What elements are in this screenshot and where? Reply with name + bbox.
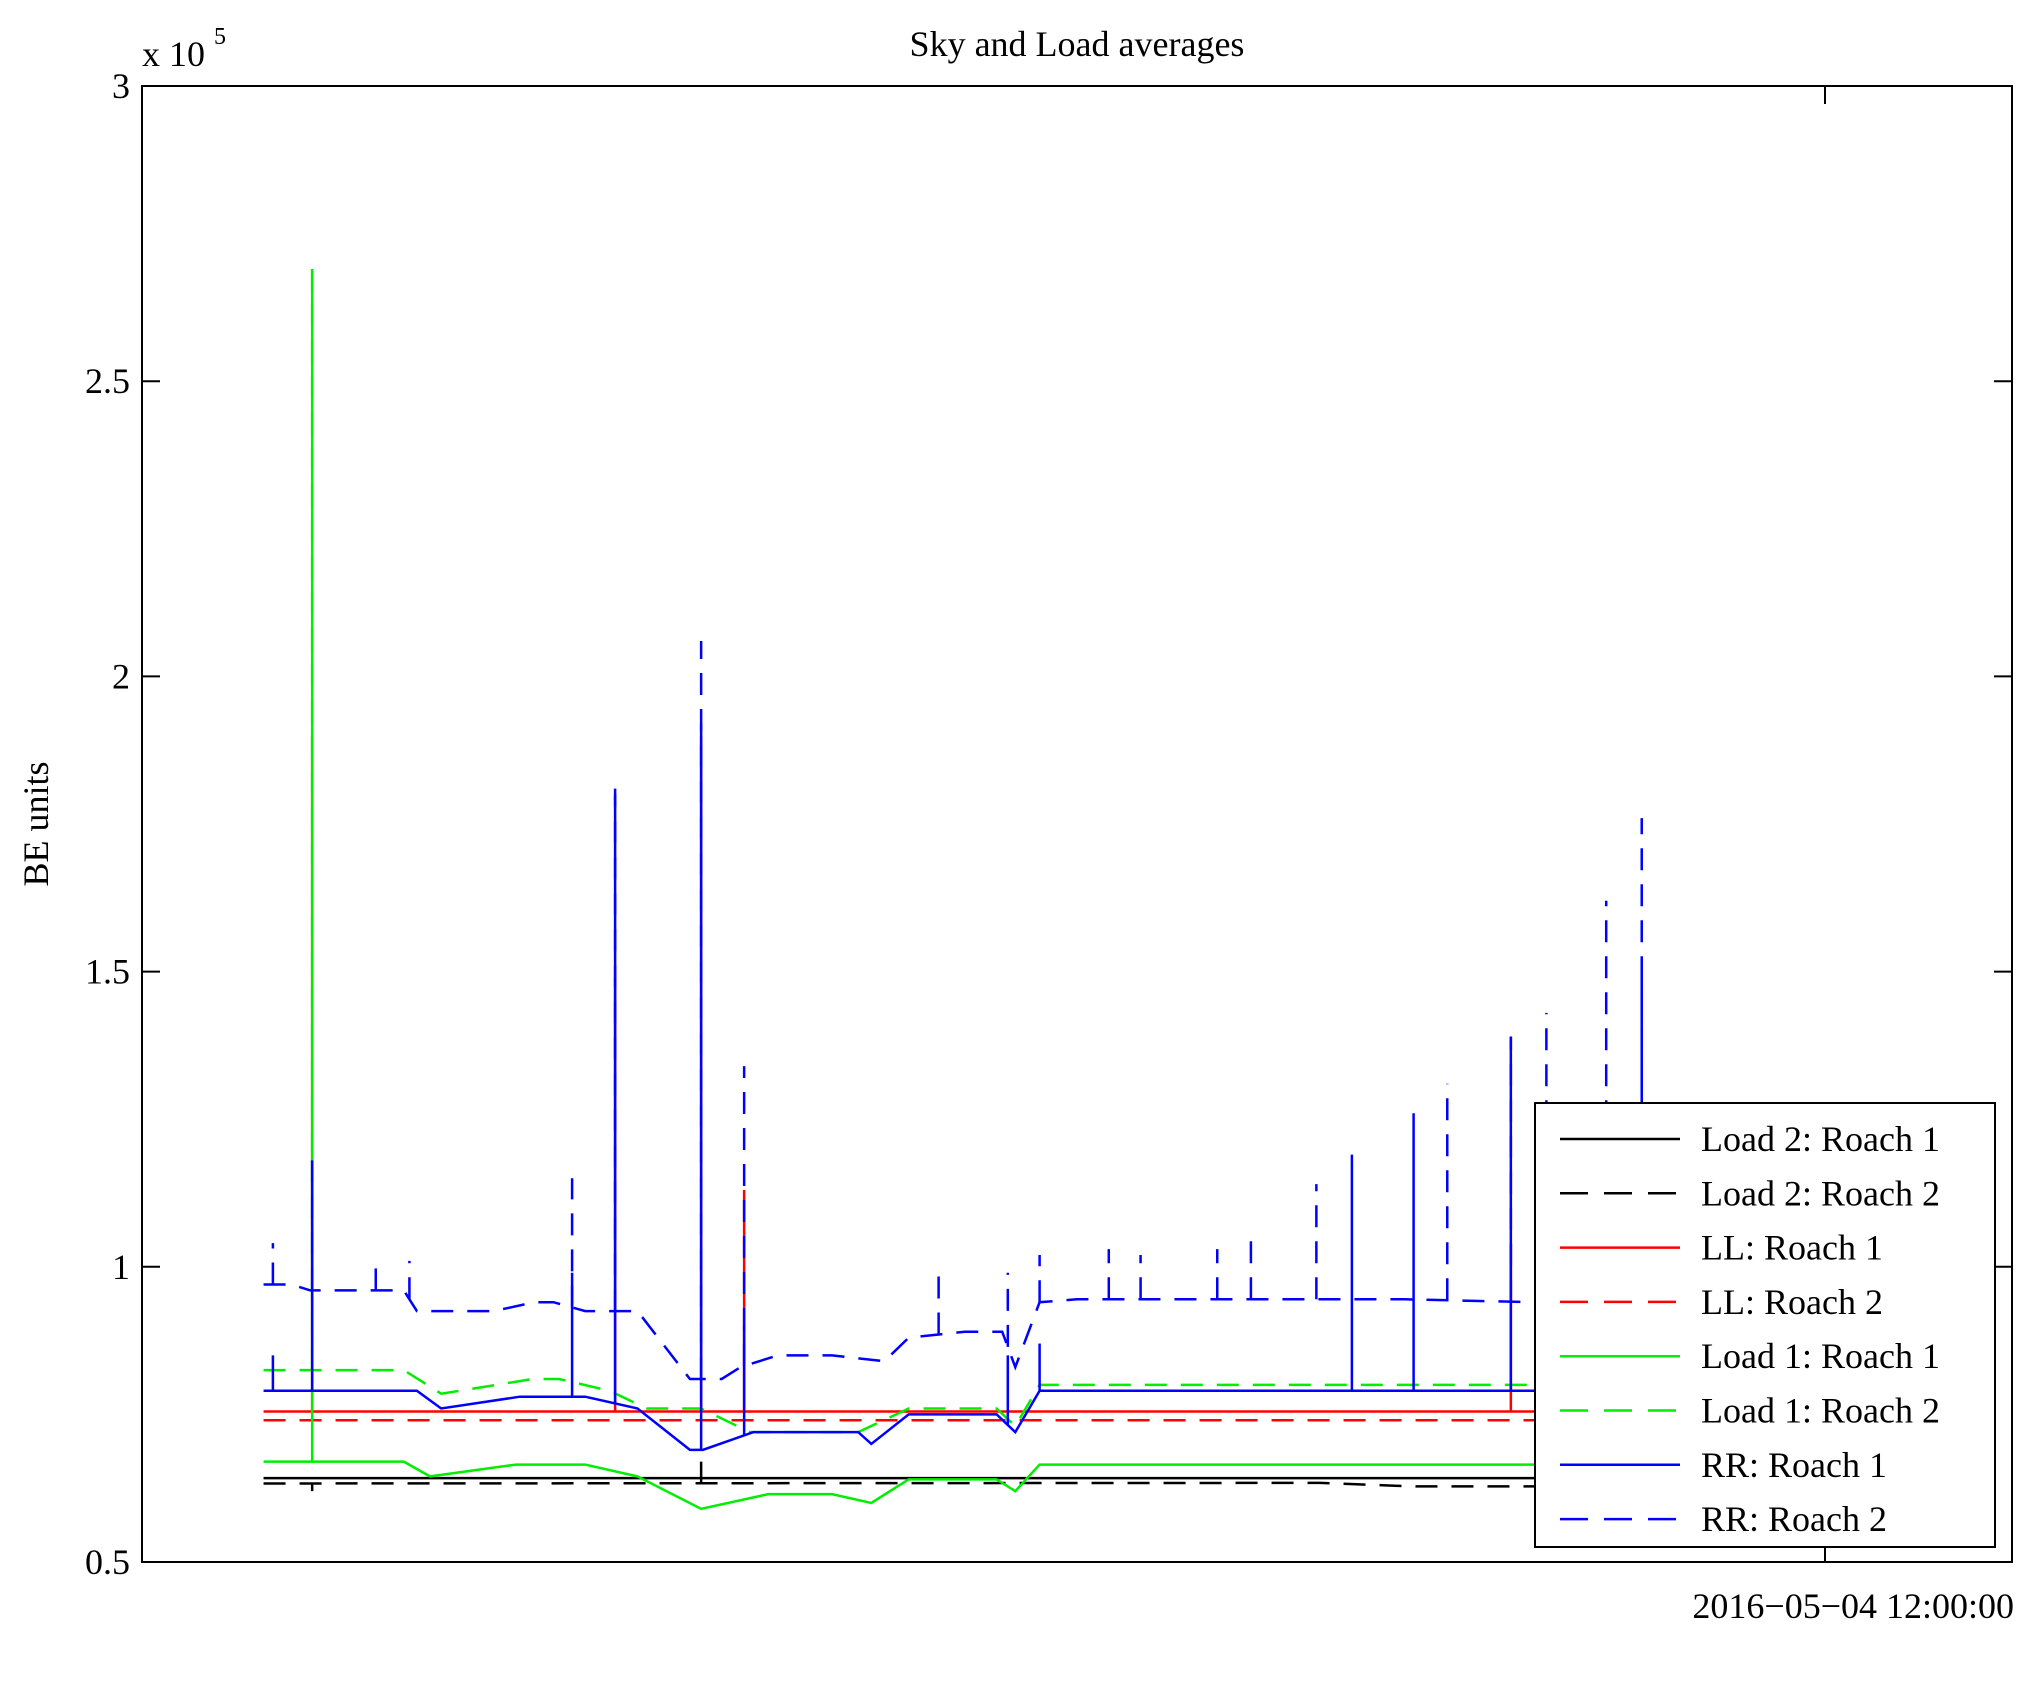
plot-area	[263, 269, 1652, 1511]
axis-ticks: 0.5 1 1.5 2 2.5 3 2016−05−04 12:00:00	[85, 66, 2014, 1626]
legend-box	[1534, 1102, 1996, 1548]
legend-label: Load 1: Roach 2	[1701, 1391, 1940, 1431]
legend-label: LL: Roach 2	[1701, 1282, 1883, 1322]
x-tick-label: 2016−05−04 12:00:00	[1692, 1586, 2014, 1626]
series-line	[263, 1481, 1652, 1488]
legend-label: RR: Roach 1	[1701, 1445, 1887, 1485]
series-line	[263, 1460, 1652, 1511]
chart-title: Sky and Load averages	[910, 24, 1245, 64]
y-exponent-value: 5	[214, 24, 226, 50]
legend-label: Load 2: Roach 1	[1701, 1119, 1940, 1159]
y-tick-label: 2	[112, 656, 130, 696]
y-tick-label: 2.5	[85, 361, 130, 401]
legend-label: Load 1: Roach 1	[1701, 1336, 1940, 1376]
series-load-2-roach-2	[263, 1461, 1652, 1492]
y-tick-label: 1.5	[85, 952, 130, 992]
legend-label: RR: Roach 2	[1701, 1499, 1887, 1539]
y-tick-label: 1	[112, 1247, 130, 1287]
y-tick-label: 3	[112, 66, 130, 106]
legend: Load 2: Roach 1 Load 2: Roach 2 LL: Roach …	[1534, 1102, 1996, 1548]
legend-label: Load 2: Roach 2	[1701, 1173, 1940, 1213]
series-line	[263, 1389, 1652, 1452]
y-axis-label: BE units	[16, 761, 56, 886]
legend-label: LL: Roach 1	[1701, 1228, 1883, 1268]
y-tick-label: 0.5	[85, 1542, 130, 1582]
axes-box	[141, 85, 2013, 1563]
y-exponent-label: x 10	[142, 34, 205, 74]
